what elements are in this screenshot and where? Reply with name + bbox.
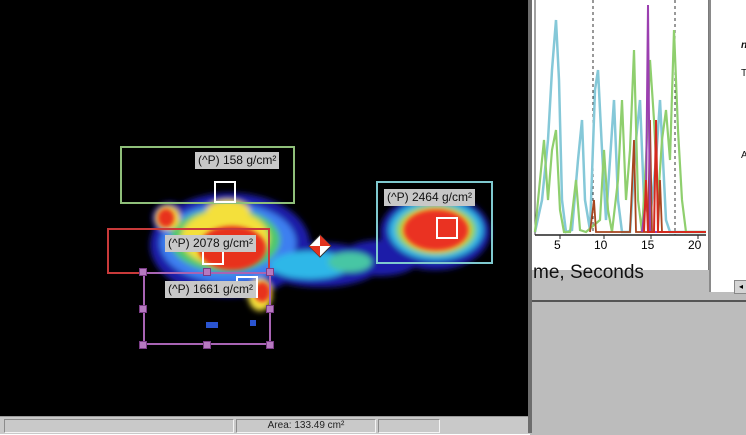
resize-handle[interactable] bbox=[139, 305, 147, 313]
side-pane-glyph: T bbox=[741, 68, 746, 79]
x-tick-label: 20 bbox=[688, 238, 702, 252]
scroll-left-arrow-icon[interactable]: ◂ bbox=[734, 280, 746, 294]
roi-box-toes[interactable] bbox=[120, 146, 295, 204]
x-tick-label: 15 bbox=[641, 238, 655, 252]
region-label-midfoot: (^P) 1661 g/cm² bbox=[165, 281, 256, 298]
status-bar: Area: 133.49 cm² bbox=[0, 416, 530, 434]
region-label-heel: (^P) 2464 g/cm² bbox=[384, 189, 475, 206]
peak-point-heel bbox=[436, 217, 458, 239]
force-time-plot bbox=[533, 0, 706, 239]
peak-point-toes bbox=[214, 181, 236, 203]
status-cell-empty bbox=[4, 419, 234, 433]
center-of-force-marker bbox=[308, 234, 332, 258]
resize-handle[interactable] bbox=[203, 341, 211, 349]
side-pane-glyph: n bbox=[741, 40, 746, 51]
roi-box-heel[interactable] bbox=[376, 181, 493, 264]
pane-splitter[interactable] bbox=[528, 0, 532, 433]
region-label-toes: (^P) 158 g/cm² bbox=[195, 152, 280, 169]
status-area: Area: 133.49 cm² bbox=[236, 419, 376, 433]
resize-handle[interactable] bbox=[266, 341, 274, 349]
pressure-map-canvas[interactable]: (^P) 158 g/cm² (^P) 2464 g/cm² (^P) 2078… bbox=[0, 0, 530, 416]
lower-empty-pane bbox=[530, 300, 746, 435]
side-pane-glyph: A bbox=[741, 150, 746, 161]
region-label-metatarsal: (^P) 2078 g/cm² bbox=[165, 235, 256, 252]
status-cell-empty bbox=[378, 419, 440, 433]
resize-handle[interactable] bbox=[266, 305, 274, 313]
resize-handle[interactable] bbox=[203, 268, 211, 276]
resize-handle[interactable] bbox=[139, 341, 147, 349]
x-tick-label: 10 bbox=[594, 238, 608, 252]
resize-handle[interactable] bbox=[266, 268, 274, 276]
x-tick-label: 5 bbox=[554, 238, 561, 252]
force-time-chart[interactable]: 5 10 15 20 bbox=[530, 0, 709, 270]
chart-x-axis-title: me, Seconds bbox=[533, 262, 644, 283]
side-info-pane: n T A bbox=[709, 0, 746, 292]
resize-handle[interactable] bbox=[139, 268, 147, 276]
